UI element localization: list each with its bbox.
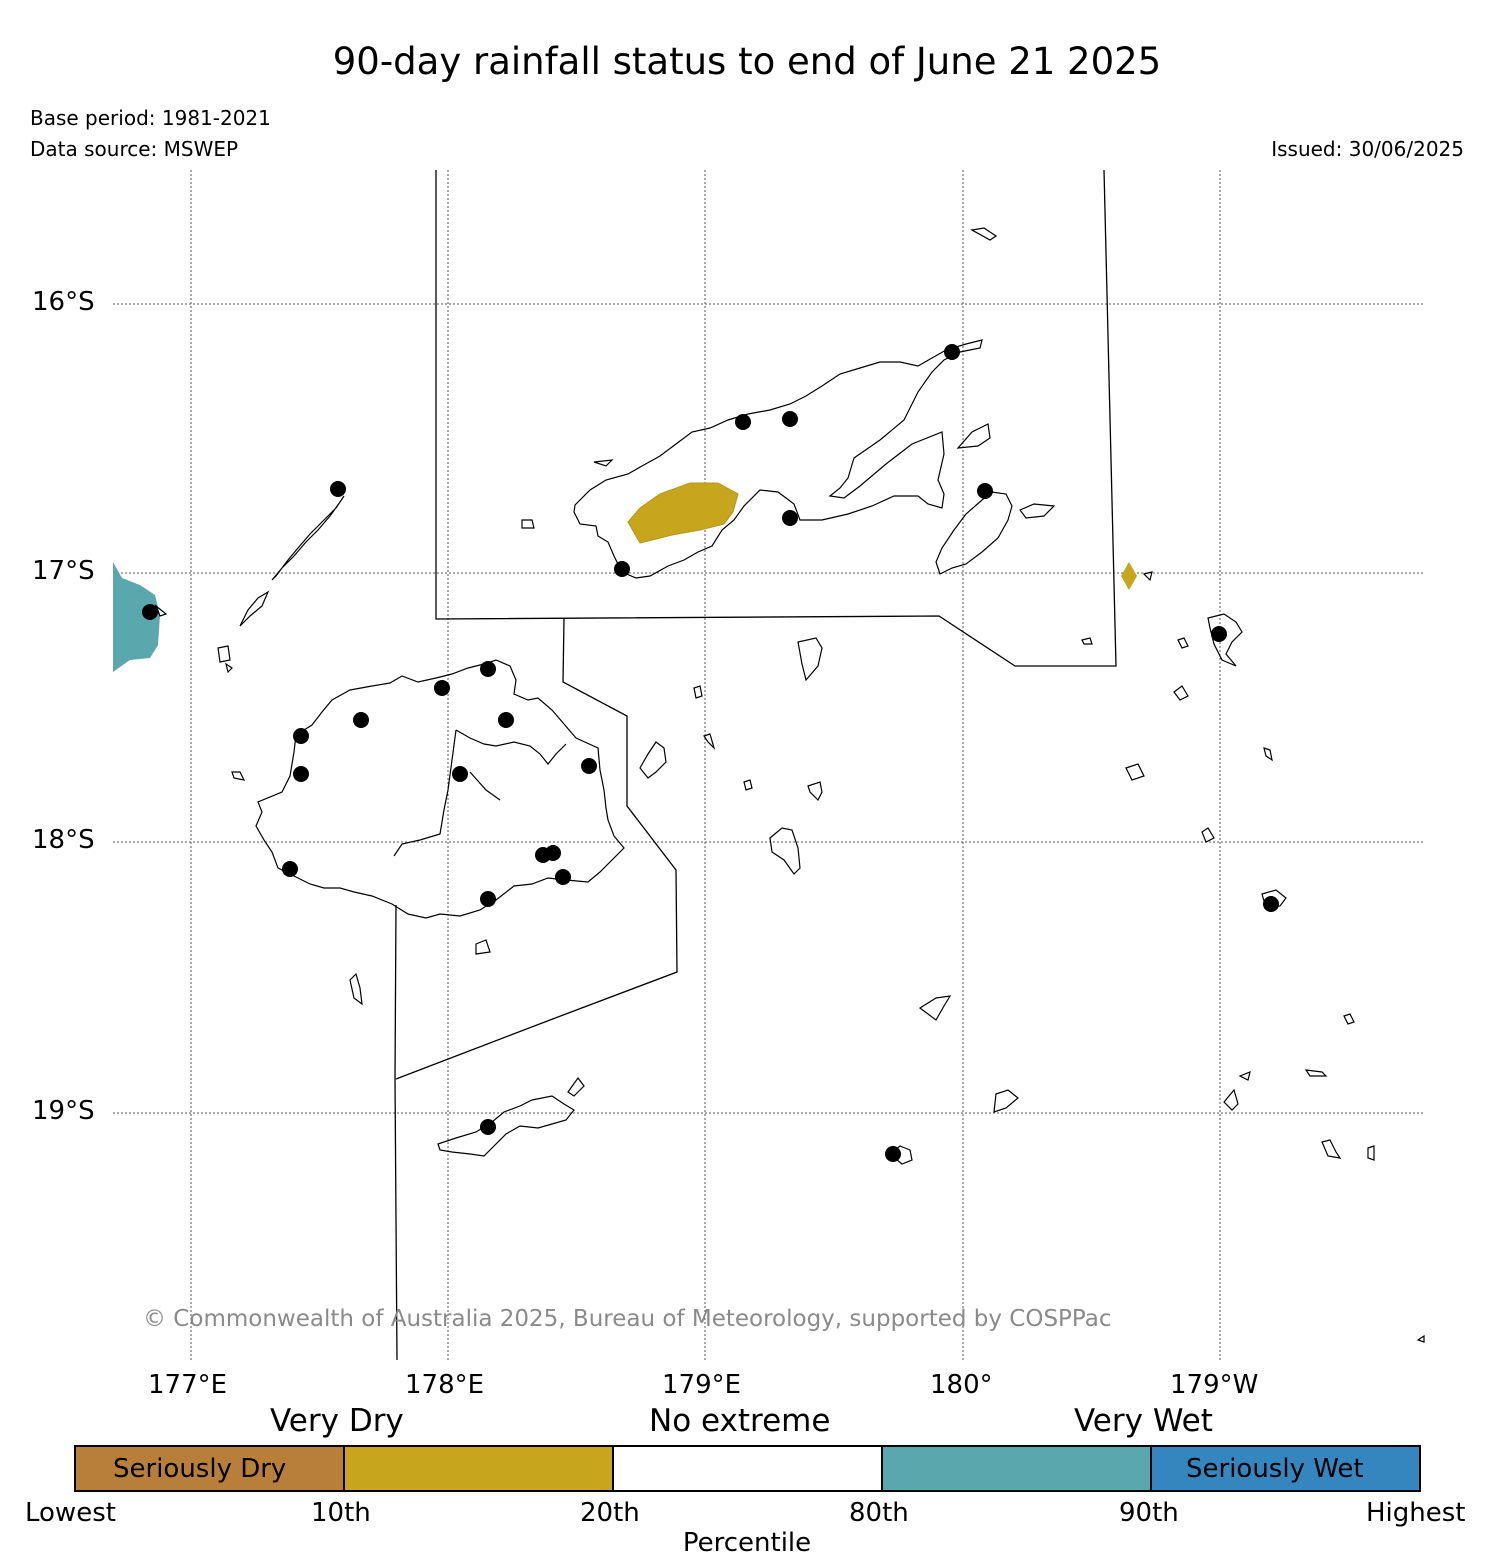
legend-swatch-label-seriously-wet: Seriously Wet bbox=[1186, 1454, 1364, 1484]
percentile-80th: 80th bbox=[849, 1498, 909, 1528]
copyright-notice: © Commonwealth of Australia 2025, Bureau… bbox=[143, 1306, 1112, 1332]
lat-label-18s: 18°S bbox=[32, 825, 95, 855]
station-marker bbox=[498, 712, 514, 728]
station-marker bbox=[434, 680, 450, 696]
percentile-lowest: Lowest bbox=[25, 1498, 116, 1528]
percentile-axis-label: Percentile bbox=[682, 1528, 812, 1558]
station-marker bbox=[545, 845, 561, 861]
lat-label-16s: 16°S bbox=[32, 287, 95, 317]
station-marker bbox=[452, 766, 468, 782]
station-marker bbox=[282, 861, 298, 877]
station-marker bbox=[782, 411, 798, 427]
station-marker bbox=[480, 661, 496, 677]
station-marker bbox=[293, 728, 309, 744]
percentile-20th: 20th bbox=[580, 1498, 640, 1528]
station-marker bbox=[581, 758, 597, 774]
station-marker bbox=[782, 510, 798, 526]
lat-label-19s: 19°S bbox=[32, 1096, 95, 1126]
coastlines bbox=[154, 227, 1425, 1343]
percentile-10th: 10th bbox=[311, 1498, 371, 1528]
legend-swatch-seriously-wet bbox=[1150, 1445, 1421, 1492]
very-dry-region-vanua-levu bbox=[627, 482, 739, 544]
station-marker bbox=[480, 1119, 496, 1135]
legend-category-very-wet: Very Wet bbox=[1074, 1403, 1213, 1439]
legend-swatch-no-extreme bbox=[612, 1445, 884, 1492]
station-marker bbox=[353, 712, 369, 728]
very-dry-region-lau bbox=[1121, 562, 1137, 590]
lon-label-178e: 178°E bbox=[405, 1370, 485, 1400]
station-marker bbox=[1211, 626, 1227, 642]
vanua-levu-coast bbox=[573, 339, 983, 579]
legend-swatch-very-dry bbox=[343, 1445, 615, 1492]
percentile-highest: Highest bbox=[1366, 1498, 1466, 1528]
data-source: Data source: MSWEP bbox=[30, 137, 239, 161]
gridlines bbox=[113, 170, 1425, 1360]
legend-category-no-extreme: No extreme bbox=[649, 1403, 831, 1439]
station-marker bbox=[614, 561, 630, 577]
base-period: Base period: 1981-2021 bbox=[30, 106, 271, 130]
station-marker bbox=[330, 481, 346, 497]
lon-label-180: 180° bbox=[930, 1370, 993, 1400]
lon-label-179e: 179°E bbox=[662, 1370, 742, 1400]
station-marker bbox=[480, 891, 496, 907]
division-boundaries bbox=[394, 169, 1117, 1361]
lat-label-17s: 17°S bbox=[32, 556, 95, 586]
percentile-90th: 90th bbox=[1119, 1498, 1179, 1528]
station-marker bbox=[944, 344, 960, 360]
taveuni-coast bbox=[935, 491, 1013, 575]
legend-category-very-dry: Very Dry bbox=[270, 1403, 404, 1439]
legend-swatch-seriously-dry bbox=[74, 1445, 346, 1492]
station-marker bbox=[977, 483, 993, 499]
lon-label-179w: 179°W bbox=[1170, 1370, 1259, 1400]
station-marker bbox=[735, 414, 751, 430]
station-markers bbox=[142, 344, 1279, 1162]
legend-swatch-very-wet bbox=[881, 1445, 1153, 1492]
legend-swatch-label-seriously-dry: Seriously Dry bbox=[113, 1454, 287, 1484]
station-marker bbox=[142, 604, 158, 620]
lon-label-177e: 177°E bbox=[148, 1370, 228, 1400]
kadavu-coast bbox=[437, 1095, 575, 1157]
station-marker bbox=[293, 766, 309, 782]
station-marker bbox=[555, 869, 571, 885]
station-marker bbox=[885, 1146, 901, 1162]
issued-date: Issued: 30/06/2025 bbox=[1271, 137, 1464, 161]
very-wet-region bbox=[113, 562, 160, 672]
map-title: 90-day rainfall status to end of June 21… bbox=[332, 40, 1162, 83]
station-marker bbox=[1263, 896, 1279, 912]
